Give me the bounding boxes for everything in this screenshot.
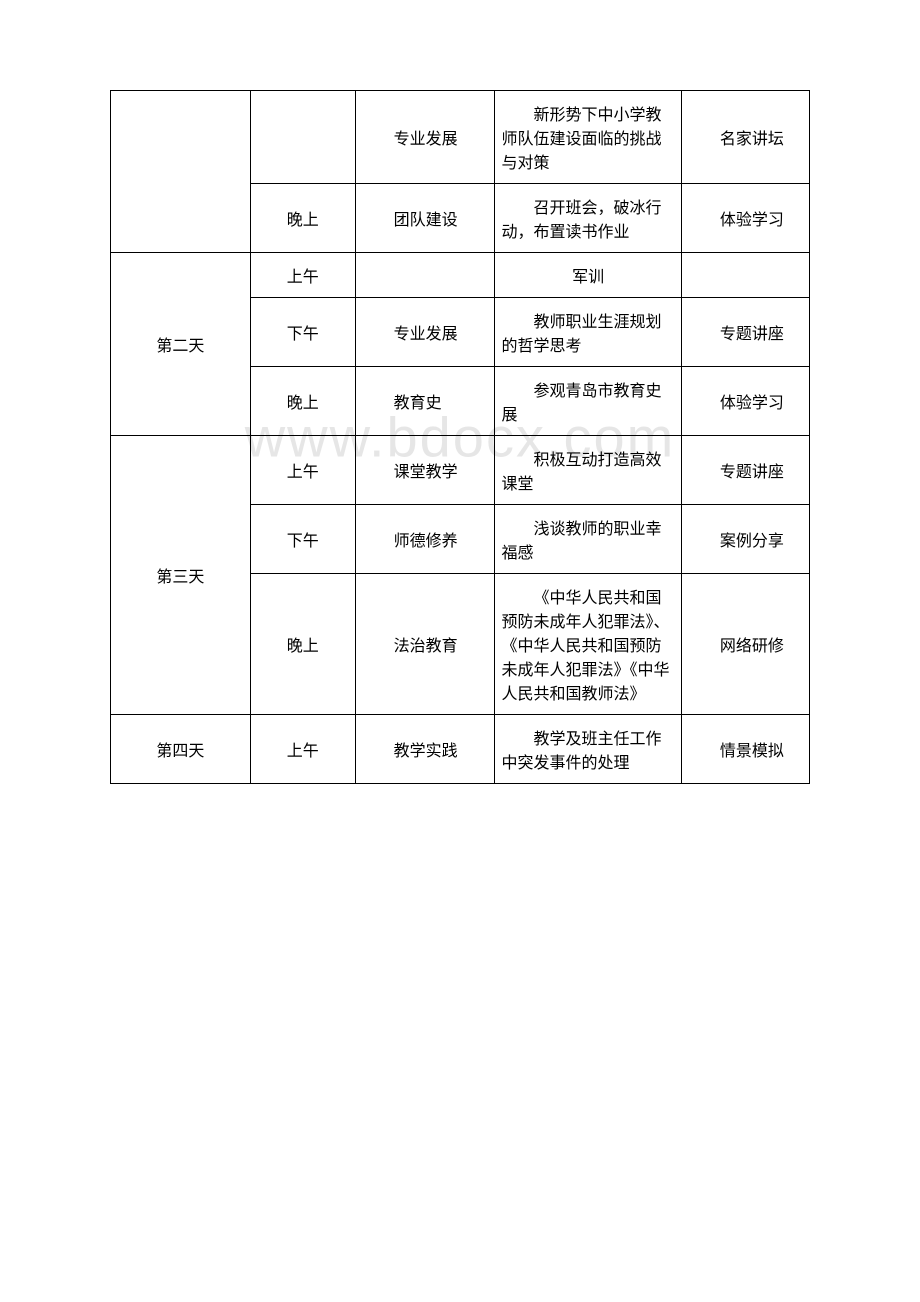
- module-cell: 教育史: [355, 367, 495, 436]
- module-cell: 专业发展: [355, 298, 495, 367]
- module-cell: [355, 253, 495, 298]
- method-cell: [681, 253, 809, 298]
- module-cell: 师德修养: [355, 505, 495, 574]
- time-cell: 上午: [250, 436, 355, 505]
- time-cell: 晚上: [250, 184, 355, 253]
- content-cell: 教师职业生涯规划的哲学思考: [495, 298, 681, 367]
- day-cell: [111, 91, 251, 253]
- content-cell: 教学及班主任工作中突发事件的处理: [495, 715, 681, 784]
- method-cell: 专题讲座: [681, 298, 809, 367]
- schedule-table: 专业发展 新形势下中小学教师队伍建设面临的挑战与对策 名家讲坛 晚上 团队建设 …: [110, 90, 810, 784]
- time-cell: 晚上: [250, 574, 355, 715]
- time-cell: 晚上: [250, 367, 355, 436]
- content-cell: 浅谈教师的职业幸福感: [495, 505, 681, 574]
- time-cell: 下午: [250, 505, 355, 574]
- method-cell: 网络研修: [681, 574, 809, 715]
- content-cell: 新形势下中小学教师队伍建设面临的挑战与对策: [495, 91, 681, 184]
- content-cell: 召开班会，破冰行动，布置读书作业: [495, 184, 681, 253]
- table-row: 第三天 上午 课堂教学 积极互动打造高效课堂 专题讲座: [111, 436, 810, 505]
- day-cell: 第二天: [111, 253, 251, 436]
- time-cell: 下午: [250, 298, 355, 367]
- module-cell: 教学实践: [355, 715, 495, 784]
- content-cell: 军训: [495, 253, 681, 298]
- method-cell: 体验学习: [681, 184, 809, 253]
- module-cell: 专业发展: [355, 91, 495, 184]
- time-cell: 上午: [250, 715, 355, 784]
- time-cell: [250, 91, 355, 184]
- method-cell: 名家讲坛: [681, 91, 809, 184]
- method-cell: 体验学习: [681, 367, 809, 436]
- content-cell: 参观青岛市教育史展: [495, 367, 681, 436]
- content-cell: 《中华人民共和国预防未成年人犯罪法》、《中华人民共和国预防未成年人犯罪法》《中华…: [495, 574, 681, 715]
- method-cell: 专题讲座: [681, 436, 809, 505]
- day-cell: 第三天: [111, 436, 251, 715]
- time-cell: 上午: [250, 253, 355, 298]
- table-row: 第二天 上午 军训: [111, 253, 810, 298]
- content-cell: 积极互动打造高效课堂: [495, 436, 681, 505]
- module-cell: 法治教育: [355, 574, 495, 715]
- module-cell: 团队建设: [355, 184, 495, 253]
- method-cell: 情景模拟: [681, 715, 809, 784]
- table-row: 专业发展 新形势下中小学教师队伍建设面临的挑战与对策 名家讲坛: [111, 91, 810, 184]
- method-cell: 案例分享: [681, 505, 809, 574]
- table-row: 第四天 上午 教学实践 教学及班主任工作中突发事件的处理 情景模拟: [111, 715, 810, 784]
- day-cell: 第四天: [111, 715, 251, 784]
- module-cell: 课堂教学: [355, 436, 495, 505]
